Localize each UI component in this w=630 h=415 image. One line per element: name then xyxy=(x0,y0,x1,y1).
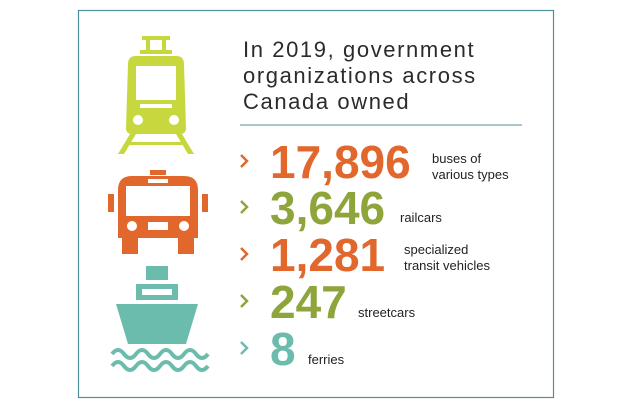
bus-icon xyxy=(108,170,208,254)
count-label: buses of xyxy=(432,151,482,166)
title-line: In 2019, government xyxy=(243,37,475,62)
count: 17,896 xyxy=(270,136,411,188)
chevron xyxy=(240,154,249,168)
count: 247 xyxy=(270,276,347,328)
count-label: specialized xyxy=(404,242,468,257)
chevron xyxy=(240,341,249,355)
chevron xyxy=(240,247,249,261)
chevron xyxy=(240,200,249,214)
count-label: ferries xyxy=(308,352,345,367)
tram-icon xyxy=(118,36,194,154)
ship-icon xyxy=(110,266,210,372)
chevron xyxy=(240,294,249,308)
count-label: transit vehicles xyxy=(404,258,490,273)
count-label: railcars xyxy=(400,210,442,225)
count: 3,646 xyxy=(270,182,385,234)
title-line: organizations across xyxy=(243,63,477,88)
count: 1,281 xyxy=(270,229,385,281)
count-label: streetcars xyxy=(358,305,416,320)
title-line: Canada owned xyxy=(243,89,410,114)
count: 8 xyxy=(270,323,296,375)
count-label: various types xyxy=(432,167,509,182)
